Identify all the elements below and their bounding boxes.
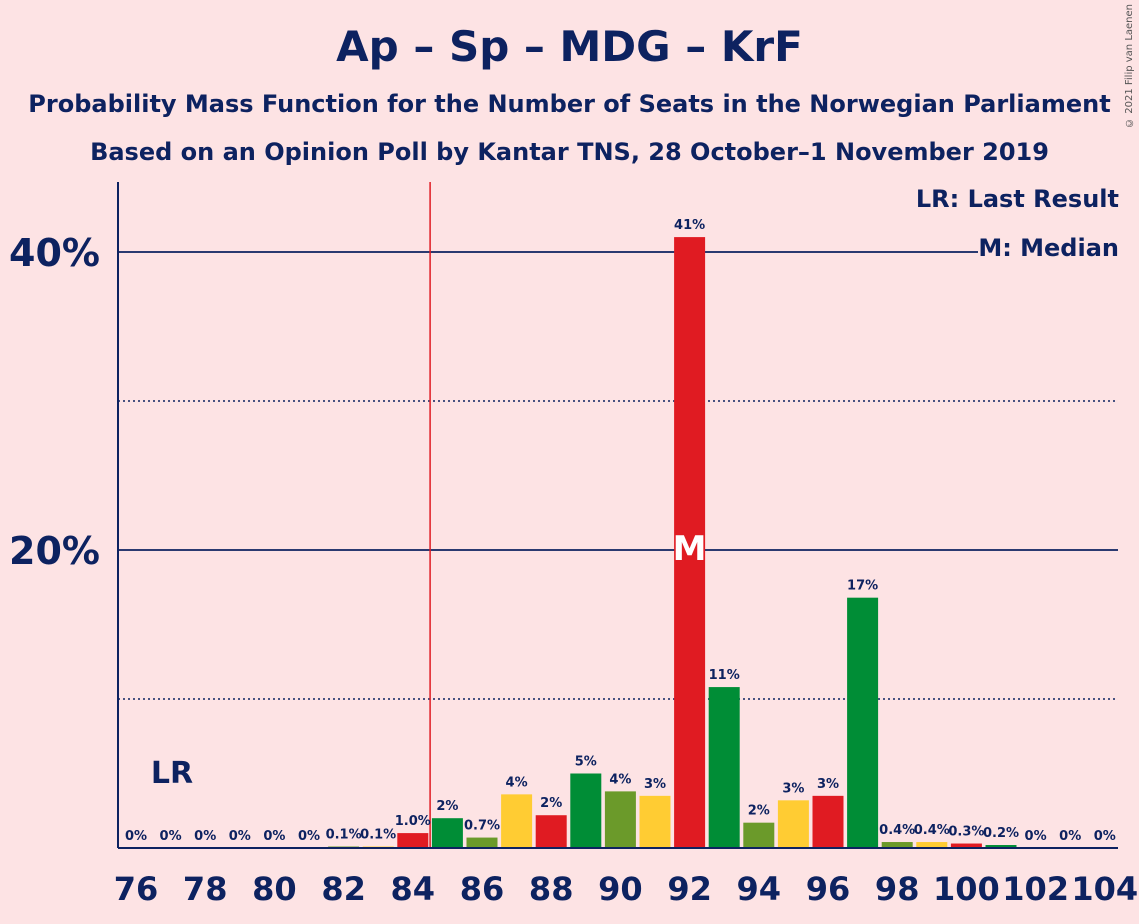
x-tick-label-100: 100 (933, 870, 1000, 908)
bar-98 (881, 842, 913, 848)
bar-label-83: 0.1% (360, 828, 396, 843)
x-tick-label-88: 88 (529, 870, 574, 908)
bar-label-84: 1.0% (395, 814, 431, 829)
bar-label-98: 0.4% (879, 823, 915, 838)
bar-100 (950, 843, 982, 848)
bar-label-80: 0% (263, 829, 285, 844)
bar-90 (604, 791, 636, 848)
bar-label-85: 2% (436, 799, 458, 814)
x-tick-label-94: 94 (737, 870, 782, 908)
bar-99 (916, 842, 948, 848)
bar-94 (743, 822, 775, 848)
x-tick-label-90: 90 (598, 870, 643, 908)
bar-101 (985, 845, 1017, 848)
bar-label-94: 2% (748, 804, 770, 819)
x-tick-label-96: 96 (806, 870, 851, 908)
last-result-label: LR (151, 756, 193, 791)
bar-label-102: 0% (1025, 829, 1047, 844)
bar-label-96: 3% (817, 777, 839, 792)
bar-label-103: 0% (1059, 829, 1081, 844)
bar-label-93: 11% (709, 668, 740, 683)
legend-median: M: Median (978, 234, 1119, 262)
bar-91 (639, 795, 671, 848)
bar-84 (397, 833, 429, 848)
chart-subtitle-2: Based on an Opinion Poll by Kantar TNS, … (90, 138, 1049, 166)
bar-label-99: 0.4% (914, 823, 950, 838)
bar-label-81: 0% (298, 829, 320, 844)
chart-title: Ap – Sp – MDG – KrF (336, 22, 803, 71)
y-tick-label-20: 20% (9, 529, 100, 573)
bar-label-76: 0% (125, 829, 147, 844)
bar-label-95: 3% (782, 781, 804, 796)
bar-87 (501, 794, 533, 848)
bar-85 (431, 818, 463, 848)
bar-label-87: 4% (506, 775, 528, 790)
x-tick-label-92: 92 (667, 870, 712, 908)
bar-label-78: 0% (194, 829, 216, 844)
x-tick-label-98: 98 (875, 870, 920, 908)
bar-label-97: 17% (847, 579, 878, 594)
bar-label-92: 41% (674, 218, 705, 233)
x-tick-label-84: 84 (391, 870, 436, 908)
x-tick-label-82: 82 (321, 870, 366, 908)
bar-label-101: 0.2% (983, 826, 1019, 841)
bar-label-79: 0% (229, 829, 251, 844)
x-tick-label-80: 80 (252, 870, 297, 908)
x-tick-label-86: 86 (460, 870, 505, 908)
x-tick-label-102: 102 (1002, 870, 1069, 908)
bar-93 (708, 687, 740, 848)
legend-last-result: LR: Last Result (915, 185, 1119, 213)
bar-label-82: 0.1% (326, 828, 362, 843)
bar-label-88: 2% (540, 796, 562, 811)
bar-label-104: 0% (1094, 829, 1116, 844)
bar-label-90: 4% (609, 772, 631, 787)
bar-96 (812, 795, 844, 848)
bar-97 (847, 597, 879, 848)
bar-95 (777, 800, 809, 848)
bar-86 (466, 837, 498, 848)
x-tick-label-76: 76 (114, 870, 159, 908)
bar-89 (570, 773, 602, 848)
bar-label-77: 0% (160, 829, 182, 844)
x-tick-label-78: 78 (183, 870, 228, 908)
x-tick-label-104: 104 (1071, 870, 1138, 908)
median-marker: M (673, 529, 707, 569)
y-tick-label-40: 40% (9, 231, 100, 275)
bar-label-91: 3% (644, 777, 666, 792)
bar-88 (535, 815, 567, 848)
bar-label-100: 0.3% (948, 825, 984, 840)
bar-label-86: 0.7% (464, 819, 500, 834)
chart-subtitle-1: Probability Mass Function for the Number… (28, 90, 1111, 118)
bar-label-89: 5% (575, 755, 597, 770)
bar-92 (674, 237, 706, 849)
